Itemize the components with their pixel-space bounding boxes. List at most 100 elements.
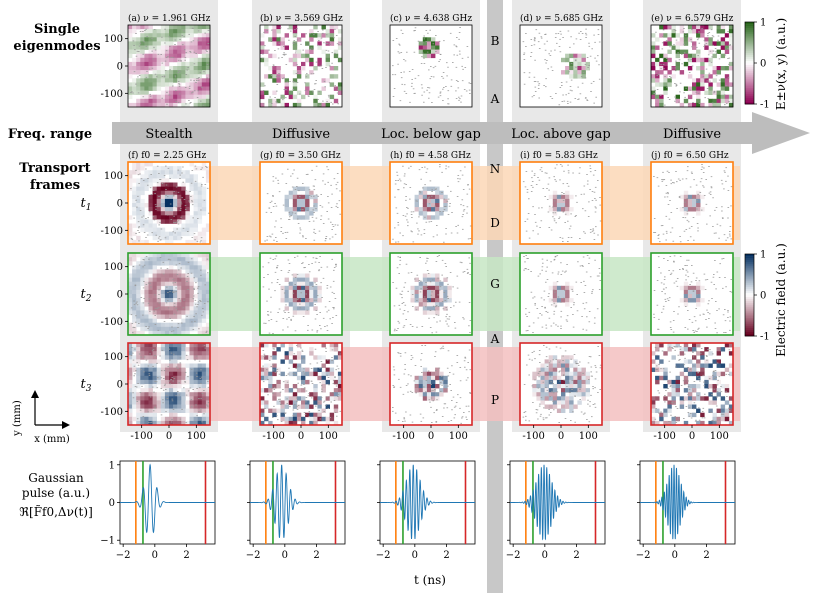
scatterer <box>135 33 137 34</box>
scatterer <box>320 194 322 195</box>
field-cell <box>181 330 186 336</box>
field-cell <box>152 310 157 315</box>
scatterer <box>595 207 597 209</box>
scatterer <box>288 317 290 318</box>
field-cell <box>313 102 318 108</box>
scatterer <box>421 87 424 89</box>
scatterer <box>426 270 429 271</box>
field-cell <box>181 277 186 282</box>
field-cell <box>205 379 211 385</box>
scatterer <box>285 97 287 99</box>
scatterer <box>300 43 302 45</box>
field-cell <box>704 90 709 95</box>
scatterer <box>655 31 657 33</box>
scatterer <box>698 42 701 44</box>
field-cell <box>181 367 186 372</box>
scatterer <box>428 399 431 401</box>
scatterer <box>583 280 585 282</box>
field-cell <box>292 45 298 50</box>
scatterer <box>569 46 571 48</box>
field-cell <box>173 384 178 389</box>
scatterer <box>430 221 433 222</box>
scatterer <box>393 330 396 332</box>
field-cell <box>337 371 343 377</box>
scatterer <box>404 173 406 175</box>
scatterer <box>153 29 156 30</box>
field-cell <box>193 219 198 224</box>
field-cell <box>189 306 194 311</box>
scatterer <box>177 391 179 392</box>
scatterer <box>170 352 173 354</box>
scatterer <box>184 381 186 382</box>
field-cell <box>148 326 153 332</box>
scatterer <box>428 97 430 99</box>
field-cell <box>692 78 697 83</box>
scatterer <box>321 68 324 69</box>
field-cell <box>720 98 726 104</box>
scatterer <box>396 212 399 214</box>
field-cell <box>712 53 717 59</box>
field-cell <box>687 194 693 200</box>
scatterer <box>453 44 456 46</box>
field-cell <box>561 404 566 409</box>
field-cell <box>317 33 322 38</box>
field-cell <box>573 53 578 59</box>
scatterer <box>329 44 331 45</box>
field-cell <box>280 285 285 291</box>
scatterer <box>142 416 145 417</box>
field-cell <box>177 198 182 204</box>
scatterer <box>397 224 400 226</box>
field-cell <box>160 420 166 426</box>
field-cell <box>132 355 137 360</box>
scatterer <box>313 34 315 36</box>
scatterer <box>445 168 447 170</box>
scatterer <box>459 367 462 368</box>
field-cell <box>333 66 339 71</box>
field-cell <box>128 25 133 30</box>
scatterer <box>295 73 298 74</box>
field-cell <box>140 182 145 187</box>
scatterer <box>272 195 274 197</box>
scatterer <box>701 166 704 168</box>
scatterer <box>538 371 541 372</box>
scatterer <box>598 275 600 277</box>
scatterer <box>335 35 338 36</box>
field-cell <box>193 318 198 323</box>
scatterer <box>331 392 334 393</box>
field-cell <box>144 420 149 426</box>
field-cell <box>136 253 141 258</box>
field-cell <box>321 102 326 108</box>
field-cell <box>201 235 207 241</box>
scatterer <box>458 301 461 303</box>
scatterer <box>588 311 591 312</box>
scatterer <box>321 206 324 208</box>
scatterer <box>290 319 292 321</box>
scatterer <box>191 200 193 202</box>
field-cell <box>164 33 170 38</box>
scatterer <box>281 289 284 290</box>
field-cell <box>169 66 174 71</box>
scatterer <box>283 292 286 294</box>
scatterer <box>187 273 189 274</box>
scatterer <box>407 272 410 274</box>
field-cell <box>181 66 186 71</box>
field-cell <box>201 186 207 191</box>
scatterer <box>523 384 526 385</box>
field-cell <box>679 194 685 200</box>
scatterer <box>461 216 464 218</box>
field-cell <box>197 420 203 426</box>
field-cell <box>128 285 133 291</box>
field-cell <box>160 269 166 274</box>
field-cell <box>333 98 339 104</box>
scatterer <box>137 195 139 197</box>
field-cell <box>268 66 273 71</box>
scatterer <box>173 222 175 223</box>
scatterer <box>177 59 180 61</box>
scatterer <box>290 30 292 32</box>
scatterer <box>335 205 338 207</box>
scatterer <box>296 299 299 301</box>
field-cell <box>164 277 170 282</box>
scatterer <box>467 184 469 186</box>
scatterer <box>537 387 540 389</box>
x-tick-label: 100 <box>579 431 598 442</box>
